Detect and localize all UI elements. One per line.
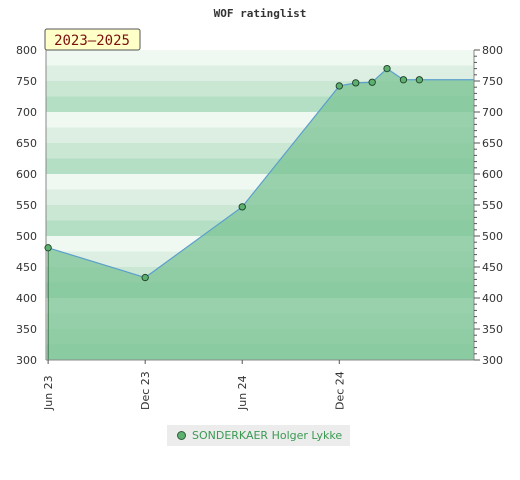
y-tick-label-left: 650 [16,137,37,150]
x-tick-label: Dec 24 [333,371,346,410]
y-tick-label-left: 300 [16,354,37,367]
data-point [141,273,149,282]
y-tick-label-left: 600 [16,168,37,181]
y-tick-label-right: 500 [482,230,503,243]
y-tick-label-right: 600 [482,168,503,181]
area-fill [48,68,475,360]
data-point [44,244,52,252]
data-point [335,82,343,90]
x-tick-label: Jun 23 [42,375,55,411]
y-tick-label-left: 750 [16,75,37,88]
y-tick-label-right: 400 [482,292,503,305]
series-lines [47,67,474,279]
data-point [415,76,424,84]
y-tick-label-left: 400 [16,292,37,305]
legend: SONDERKAER Holger Lykke [167,425,351,446]
series-line [47,67,474,279]
x-axis: Jun 23 Dec 23 Jun 24 Dec 24 [42,360,346,411]
x-tick-label: Dec 23 [139,371,152,410]
legend-marker-icon [177,431,186,440]
chart-title: WOF ratinglist [214,7,307,20]
y-tick-label-right: 300 [482,354,503,367]
x-tick-label: Jun 24 [236,375,249,411]
period-badge-box [44,28,141,51]
area-layer [47,68,475,360]
y-tick-label-left: 450 [16,261,37,274]
y-tick-label-left: 700 [16,106,37,119]
period-badge: 2023–2025 [44,28,141,51]
y-axis: 300 300 350 350 400 400 450 450 500 500 550 550 600 6… [16,44,503,367]
y-tick-label-right: 550 [482,199,503,212]
y-tick-label-right: 700 [482,106,503,119]
data-point [238,203,246,211]
y-tick-label-left: 800 [16,44,37,57]
background-band [46,50,474,66]
series-points [44,64,424,282]
y-tick-label-left: 350 [16,323,37,336]
y-tick-label-right: 650 [482,137,503,150]
data-point [368,78,376,86]
y-tick-label-right: 450 [482,261,503,274]
data-point [352,79,360,87]
y-tick-label-right: 750 [482,75,503,88]
legend-series-label: SONDERKAER Holger Lykke [192,429,343,442]
background-band [46,65,474,81]
y-tick-label-right: 350 [482,323,503,336]
y-tick-label-left: 550 [16,199,37,212]
period-badge-text: 2023–2025 [54,33,130,49]
data-point [383,64,391,73]
data-point [399,76,408,84]
y-tick-label-left: 500 [16,230,37,243]
y-tick-label-right: 800 [482,44,503,57]
